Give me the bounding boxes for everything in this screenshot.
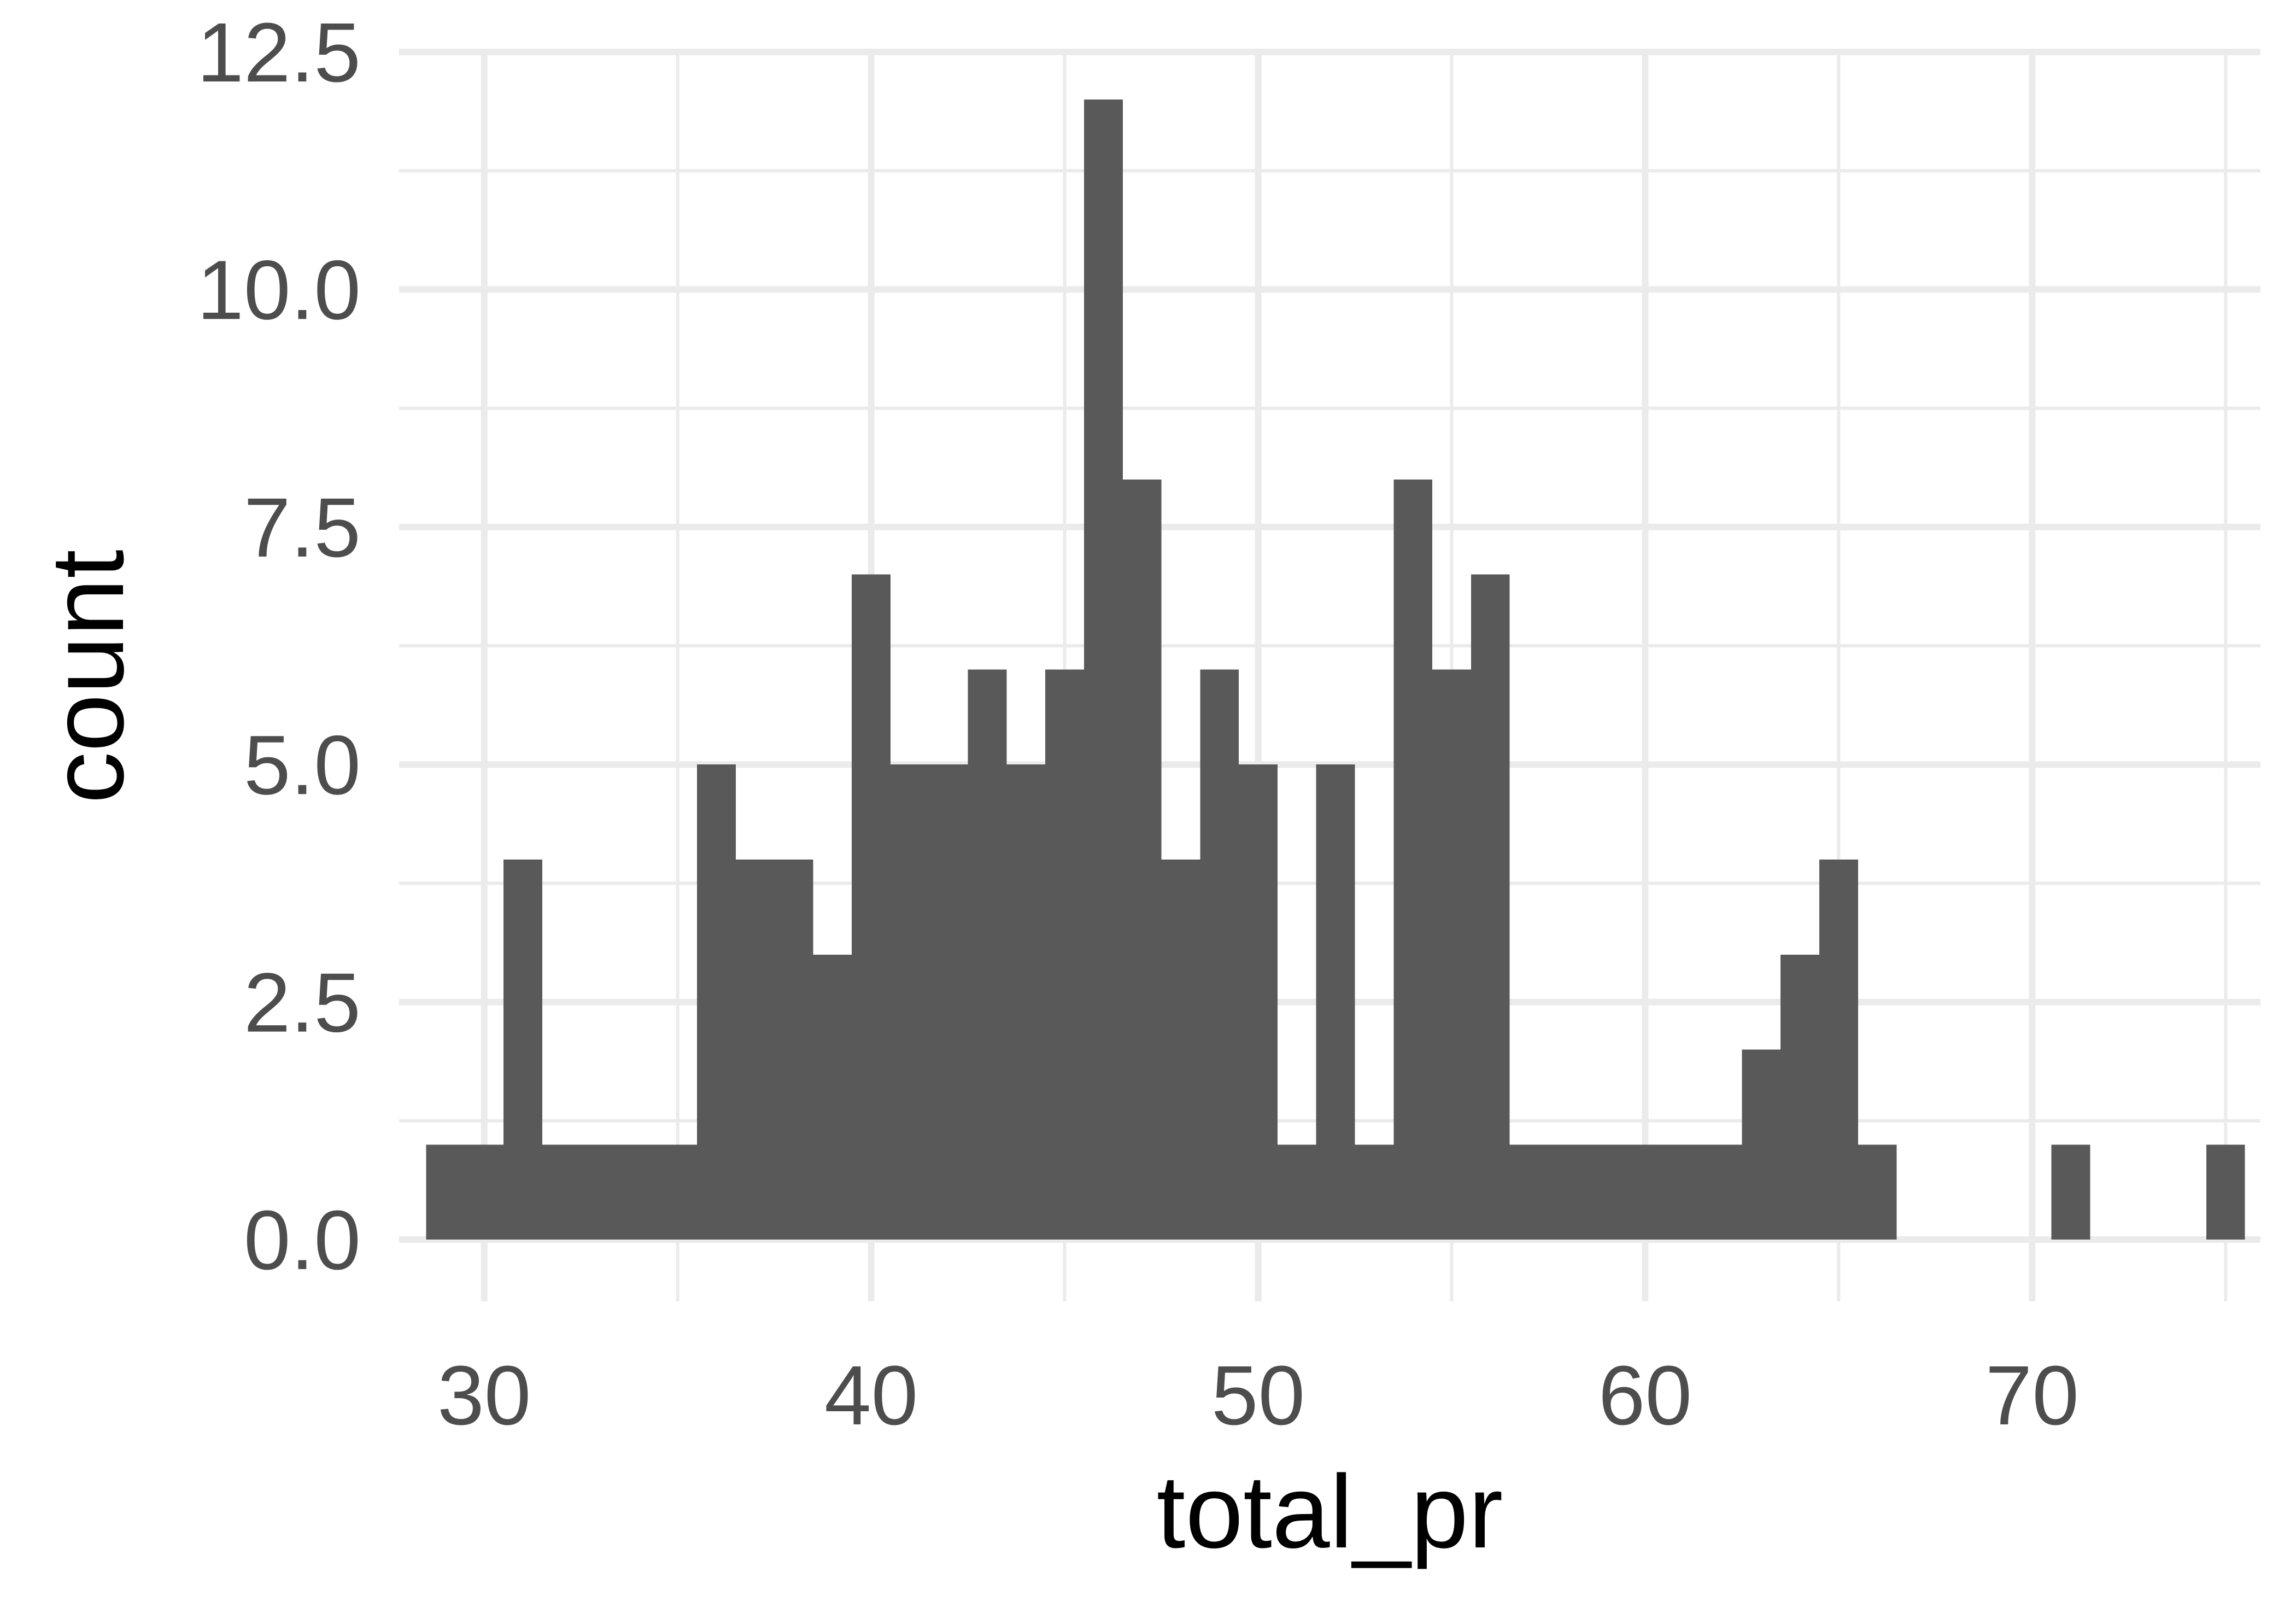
y-axis-ticks: 0.0 2.5 5.0 7.5 10.0 12.5 xyxy=(197,5,361,1287)
histogram-bar xyxy=(1316,764,1355,1240)
histogram-bar xyxy=(426,1144,465,1240)
histogram-bar xyxy=(1471,574,1510,1240)
histogram-bar xyxy=(813,954,852,1240)
histogram-bar xyxy=(852,574,891,1240)
histogram-bar xyxy=(1355,1144,1394,1240)
x-tick-label: 50 xyxy=(1211,1348,1305,1442)
histogram-bar xyxy=(658,1144,698,1240)
histogram-bar xyxy=(2051,1144,2090,1240)
histogram-bar xyxy=(1819,859,1858,1240)
x-tick-label: 40 xyxy=(824,1348,918,1442)
y-tick-label: 10.0 xyxy=(197,243,361,337)
histogram-bar xyxy=(968,669,1007,1240)
histogram-bar xyxy=(929,764,968,1240)
x-axis-ticks: 30 40 50 60 70 xyxy=(437,1348,2079,1442)
x-tick-label: 30 xyxy=(437,1348,531,1442)
histogram-bar xyxy=(1587,1144,1626,1240)
histogram-bar xyxy=(1432,669,1471,1240)
histogram-bar xyxy=(1045,669,1084,1240)
histogram-bar xyxy=(1122,479,1162,1240)
histogram-bar xyxy=(1780,954,1819,1240)
histogram-bar xyxy=(735,859,775,1240)
histogram-bar xyxy=(465,1144,504,1240)
y-tick-label: 0.0 xyxy=(244,1193,361,1287)
histogram-bar xyxy=(1664,1144,1703,1240)
x-tick-label: 60 xyxy=(1598,1348,1692,1442)
y-tick-label: 2.5 xyxy=(244,956,361,1050)
histogram-bar xyxy=(1703,1144,1742,1240)
histogram-bar xyxy=(1239,764,1278,1240)
histogram-bar xyxy=(1858,1144,1897,1240)
y-tick-label: 12.5 xyxy=(197,5,361,100)
histogram-bar xyxy=(619,1144,659,1240)
histogram-bar xyxy=(891,764,929,1240)
histogram-bar xyxy=(1509,1144,1549,1240)
histogram-bar xyxy=(542,1144,581,1240)
histogram-bar xyxy=(697,764,736,1240)
y-tick-label: 7.5 xyxy=(244,481,361,575)
histogram-bar xyxy=(581,1144,620,1240)
histogram-bar xyxy=(1006,764,1046,1240)
y-axis-title: count xyxy=(30,550,145,804)
histogram-bar xyxy=(2206,1144,2245,1240)
x-axis-title: total_pr xyxy=(1157,1454,1503,1570)
histogram-bar xyxy=(1548,1144,1588,1240)
histogram-bar xyxy=(1161,859,1200,1240)
histogram-bars xyxy=(426,99,2245,1240)
histogram-bar xyxy=(1083,99,1123,1240)
x-tick-label: 70 xyxy=(1985,1348,2079,1442)
histogram-bar xyxy=(1277,1144,1316,1240)
histogram-bar xyxy=(1393,479,1433,1240)
histogram-bar xyxy=(774,859,813,1240)
histogram-bar xyxy=(503,859,542,1240)
histogram-bar xyxy=(1742,1049,1781,1240)
histogram-bar xyxy=(1626,1144,1665,1240)
histogram-bar xyxy=(1200,669,1239,1240)
y-tick-label: 5.0 xyxy=(244,718,361,812)
